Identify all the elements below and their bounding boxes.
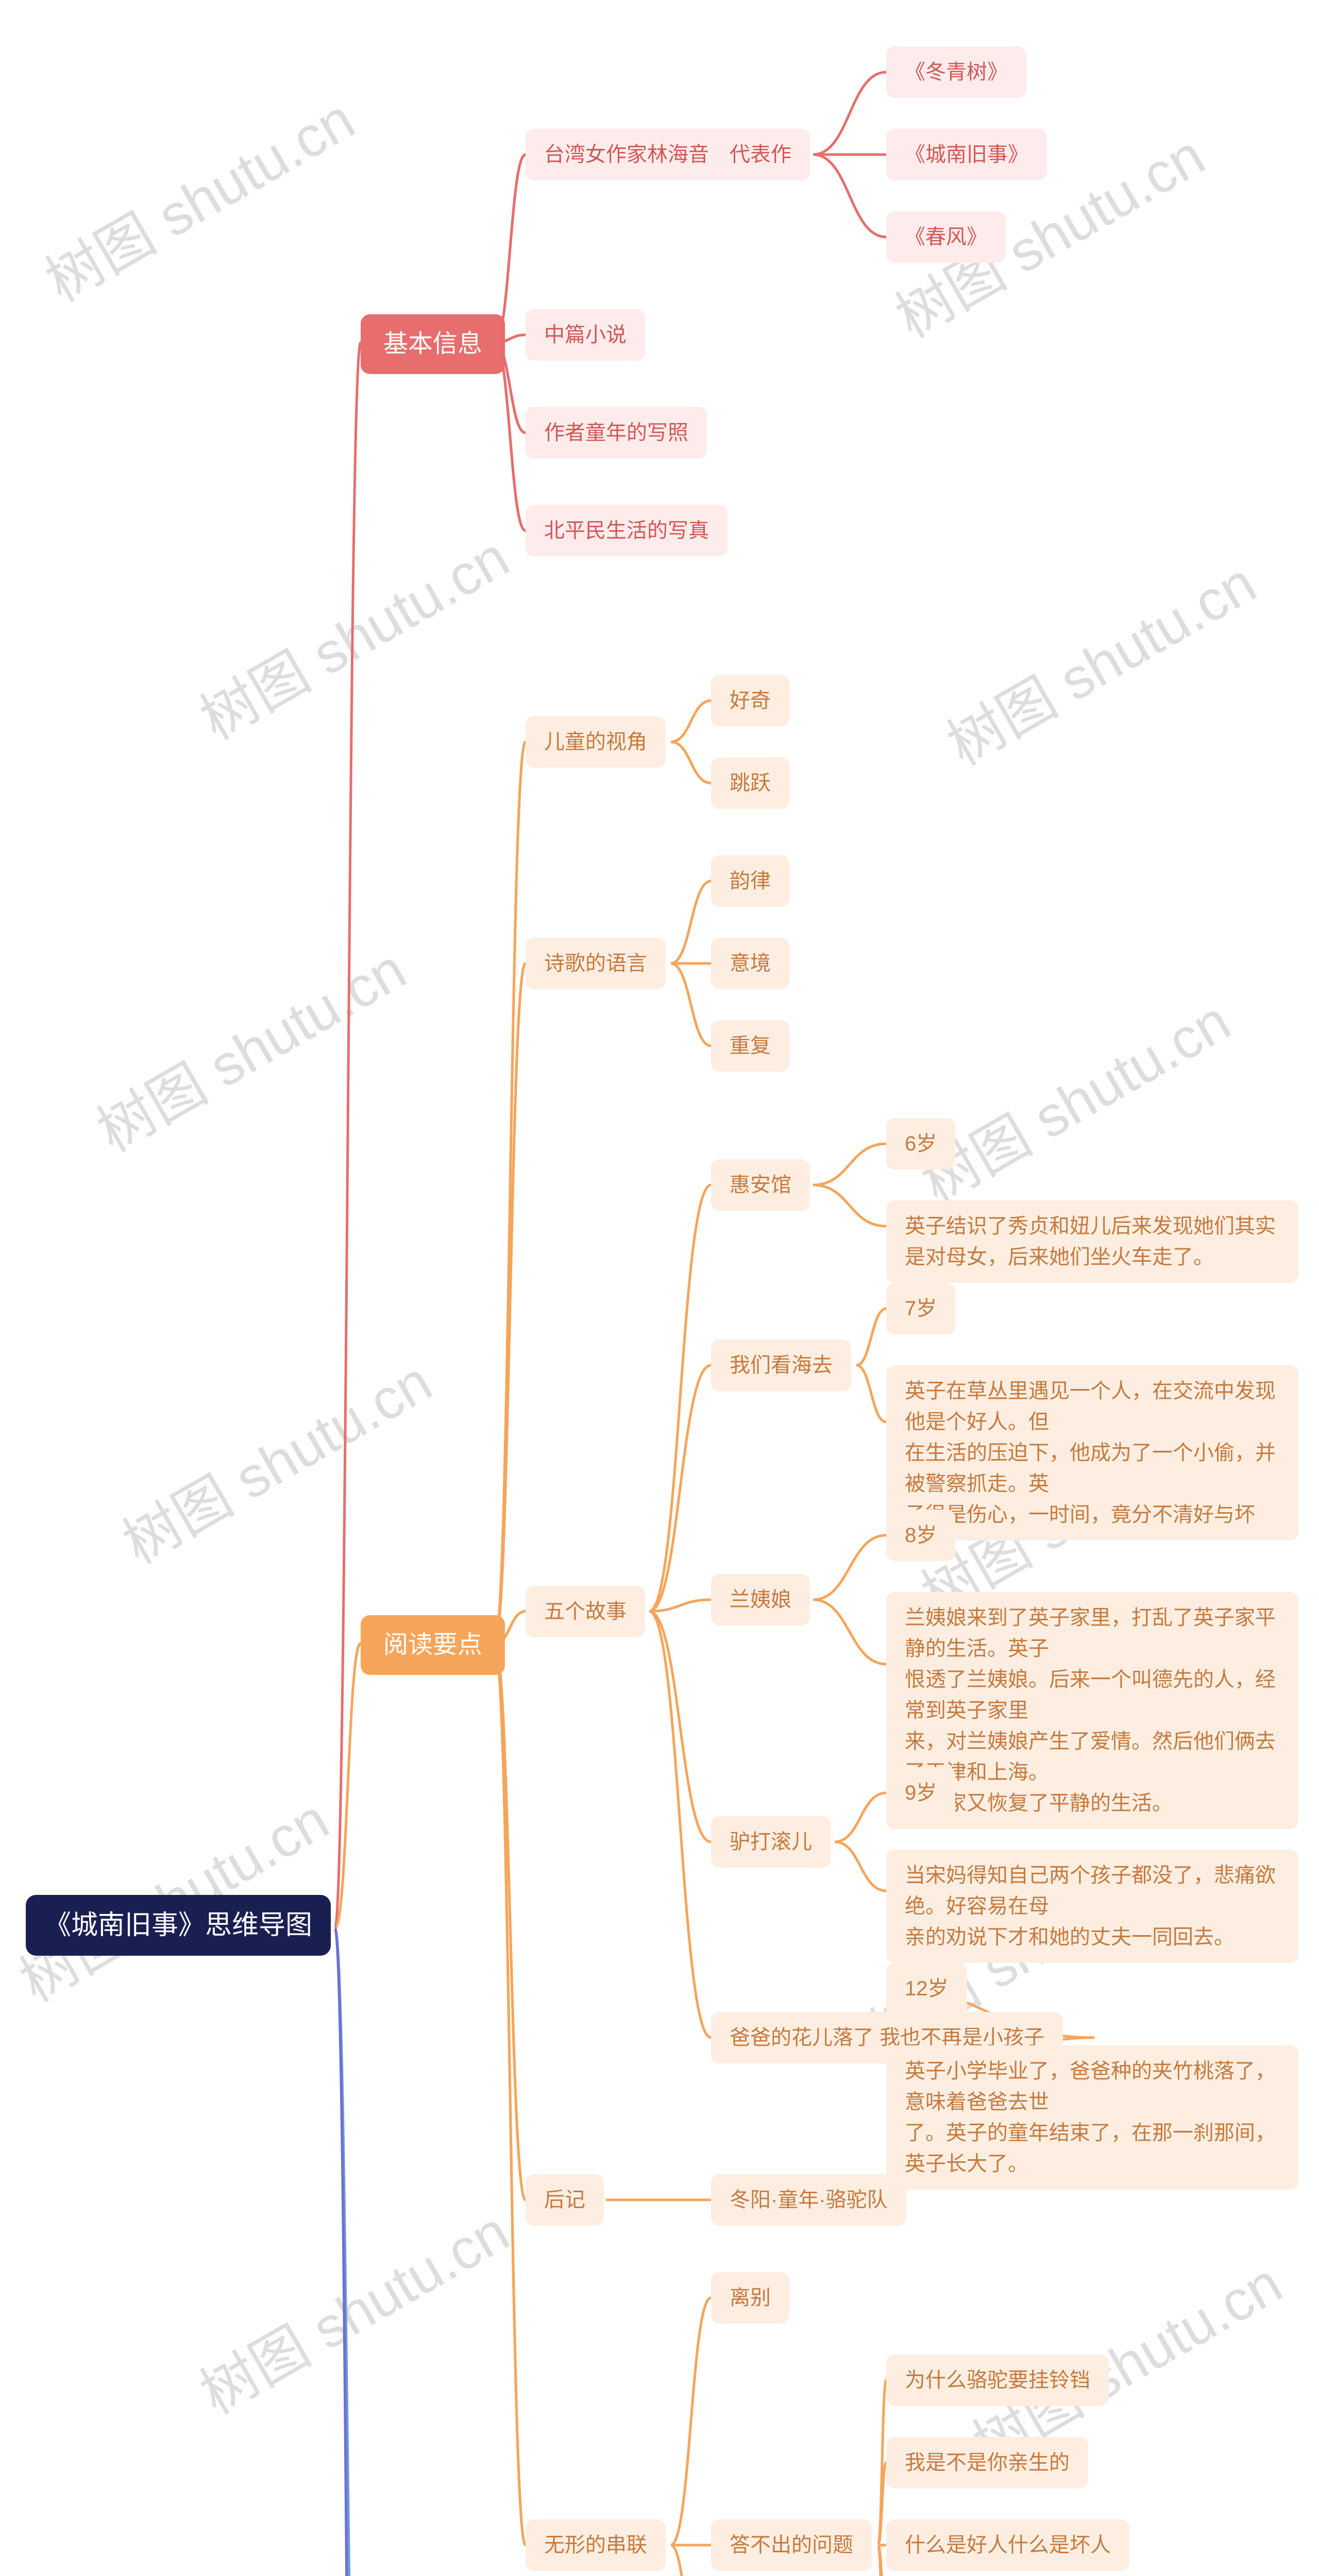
- leaf-node: 意境: [711, 938, 789, 989]
- leaf-node: 作者童年的写照: [526, 407, 707, 459]
- leaf-node: 北平民生活的写真: [526, 505, 728, 556]
- mindmap-canvas: 树图 shutu.cn 树图 shutu.cn 树图 shutu.cn 树图 shut…: [0, 0, 1319, 2576]
- branch-node: 基本信息: [361, 314, 505, 374]
- leaf-node: 答不出的问题: [711, 2519, 872, 2571]
- watermark: 树图 shutu.cn: [106, 1336, 444, 1580]
- leaf-node: 英子小学毕业了，爸爸种的夹竹桃落了，意味着爸爸去世 了。英子的童年结束了，在那一…: [886, 2045, 1298, 2190]
- leaf-node: 6岁: [886, 1118, 955, 1170]
- watermark: 树图 shutu.cn: [904, 976, 1243, 1219]
- leaf-node: 冬阳·童年·骆驼队: [711, 2174, 906, 2226]
- leaf-node: 中篇小说: [526, 309, 645, 361]
- leaf-node: 兰姨娘: [711, 1574, 810, 1625]
- watermark: 树图 shutu.cn: [183, 2187, 521, 2430]
- watermark: 树图 shutu.cn: [930, 538, 1269, 781]
- branch-node: 阅读要点: [361, 1615, 505, 1675]
- leaf-node: 跳跃: [711, 757, 789, 809]
- root-node: 《城南旧事》思维导图: [26, 1895, 331, 1956]
- leaf-node: 台湾女作家林海音: [526, 129, 728, 180]
- leaf-node: 我是不是你亲生的: [886, 2437, 1088, 2488]
- leaf-node: 惠安馆: [711, 1159, 810, 1211]
- leaf-node: 什么是好人什么是坏人: [886, 2519, 1129, 2571]
- leaf-node: 12岁: [886, 1963, 967, 2014]
- leaf-node: 无形的串联: [526, 2519, 666, 2571]
- leaf-node: 《城南旧事》: [886, 129, 1047, 180]
- leaf-node: 8岁: [886, 1510, 955, 1561]
- leaf-node: 《冬青树》: [886, 46, 1026, 98]
- leaf-node: 韵律: [711, 855, 789, 907]
- watermark: 树图 shutu.cn: [28, 74, 367, 317]
- leaf-node: 后记: [526, 2174, 604, 2226]
- leaf-node: 为什么骆驼要挂铃铛: [886, 2354, 1109, 2406]
- leaf-node: 五个故事: [526, 1586, 645, 1637]
- leaf-node: 离别: [711, 2272, 789, 2324]
- leaf-node: 诗歌的语言: [526, 938, 666, 989]
- leaf-node: 儿童的视角: [526, 716, 666, 768]
- leaf-node: 英子结识了秀贞和妞儿后来发现她们其实是对母女，后来她们坐火车走了。: [886, 1200, 1298, 1283]
- leaf-node: 我们看海去: [711, 1340, 851, 1391]
- leaf-node: 重复: [711, 1020, 789, 1072]
- leaf-node: 7岁: [886, 1283, 955, 1334]
- leaf-node: 当宋妈得知自己两个孩子都没了，悲痛欲绝。好容易在母 亲的劝说下才和她的丈夫一同回…: [886, 1850, 1298, 1963]
- leaf-node: 驴打滚儿: [711, 1816, 831, 1868]
- leaf-node: 《春风》: [886, 211, 1006, 263]
- watermark: 树图 shutu.cn: [183, 512, 521, 755]
- connector-lines: [0, 0, 1319, 2576]
- watermark: 树图 shutu.cn: [80, 924, 418, 1167]
- leaf-node: 代表作: [711, 129, 810, 180]
- leaf-node: 9岁: [886, 1767, 955, 1819]
- leaf-node: 好奇: [711, 675, 789, 726]
